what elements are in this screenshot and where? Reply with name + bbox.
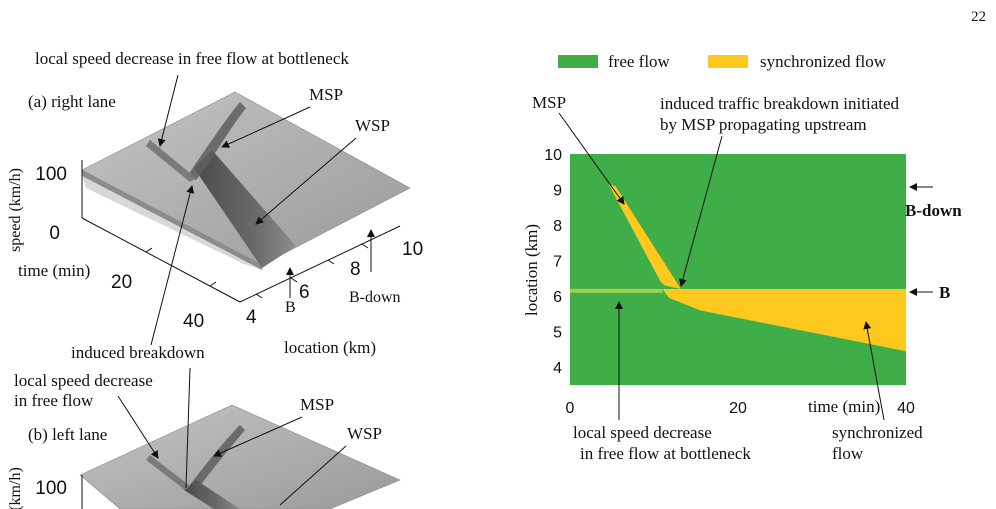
location-tick-6: 6 — [299, 282, 310, 303]
sync-line1: synchronized — [832, 423, 923, 442]
y-tick-label: 4 — [553, 360, 562, 377]
sync-region-0 — [608, 184, 681, 289]
induced-line1: induced traffic breakdown initiated — [660, 94, 900, 113]
sync-arrow — [863, 321, 885, 421]
top-note: local speed decrease in free flow at bot… — [35, 49, 349, 68]
panel-a-location-label: location (km) — [284, 338, 376, 357]
panel-b-wsp-arrow — [279, 445, 347, 506]
panel-a-ylabel: speed (km/h) — [7, 168, 24, 252]
panel-a-msp-arrow — [221, 106, 311, 148]
local-line2: in free flow at bottleneck — [580, 444, 751, 463]
y-tick-label: 9 — [553, 183, 562, 200]
panel-b-ylabel: (km/h) — [7, 467, 24, 509]
x-axis-label: time (min) — [808, 397, 880, 416]
induced-arrow — [678, 135, 723, 287]
legend-label-free-flow: free flow — [608, 52, 671, 71]
panel-b-label: (b) left lane — [28, 425, 107, 444]
local-line1: local speed decrease — [573, 423, 712, 442]
legend-label-synchronized-flow: synchronized flow — [760, 52, 887, 71]
page-number: 22 — [971, 9, 986, 25]
y-tick-label: 10 — [544, 147, 562, 164]
panel-a-msp-label: MSP — [309, 85, 343, 104]
induced-line2: by MSP propagating upstream — [660, 115, 867, 134]
y-tick-label: 6 — [553, 289, 562, 306]
speed-tick-0: 0 — [49, 223, 60, 244]
legend-swatch-free-flow — [558, 55, 598, 68]
panel-b-note-arrow — [117, 395, 159, 459]
time-tick-20: 20 — [111, 272, 132, 293]
legend: free flow synchronized flow — [558, 52, 887, 71]
x-tick-label: 0 — [566, 400, 575, 417]
top-note-arrow — [157, 74, 179, 147]
induced-breakdown-arrow — [150, 185, 195, 346]
panel-b-surface — [79, 404, 401, 509]
b-label: B — [939, 283, 950, 302]
panel-b-note-line1: local speed decrease — [14, 371, 153, 390]
location-tick-4: 4 — [246, 307, 257, 328]
panel-a-time-label: time (min) — [18, 261, 90, 280]
sync-line2: flow — [832, 444, 864, 463]
y-tick-label: 8 — [553, 218, 562, 235]
location-tick-8: 8 — [350, 259, 361, 280]
legend-swatch-synchronized-flow — [708, 55, 748, 68]
sync-region-1 — [662, 289, 906, 352]
panel-a-wsp-arrow — [255, 137, 357, 225]
panel-a-b-down-marker: B-down — [349, 289, 401, 306]
free-flow-background — [570, 154, 906, 385]
x-tick-label: 40 — [897, 400, 915, 417]
location-tick-10: 10 — [402, 239, 423, 260]
panel-a-wsp-label: WSP — [355, 116, 390, 135]
panel-a-label: (a) right lane — [28, 92, 116, 111]
speed-tick-100: 100 — [35, 164, 67, 185]
panel-b-msp-arrow — [213, 416, 303, 457]
y-axis-label: location (km) — [522, 224, 541, 316]
panel-a-surface — [81, 91, 411, 270]
time-tick-40: 40 — [183, 311, 204, 332]
panel-a-axes — [81, 160, 401, 303]
panel-b-induced-line — [185, 367, 191, 489]
panel-b-note-line2: in free flow — [14, 391, 94, 410]
msp-label: MSP — [532, 93, 566, 112]
y-tick-label: 5 — [553, 325, 562, 342]
x-tick-label: 20 — [729, 400, 747, 417]
heatmap-plot: 4 5 6 7 8 9 10 0 20 40 time (min) location (km) — [522, 147, 915, 417]
panel-b-wsp-label: WSP — [347, 424, 382, 443]
panel-a-b-marker: B — [285, 299, 296, 316]
panel-b-speed-tick-100: 100 — [35, 478, 67, 499]
induced-breakdown-label: induced breakdown — [71, 343, 205, 362]
b-down-label: B-down — [905, 201, 962, 220]
msp-arrow — [558, 112, 625, 205]
panel-b-msp-label: MSP — [300, 395, 334, 414]
y-tick-label: 7 — [553, 254, 562, 271]
